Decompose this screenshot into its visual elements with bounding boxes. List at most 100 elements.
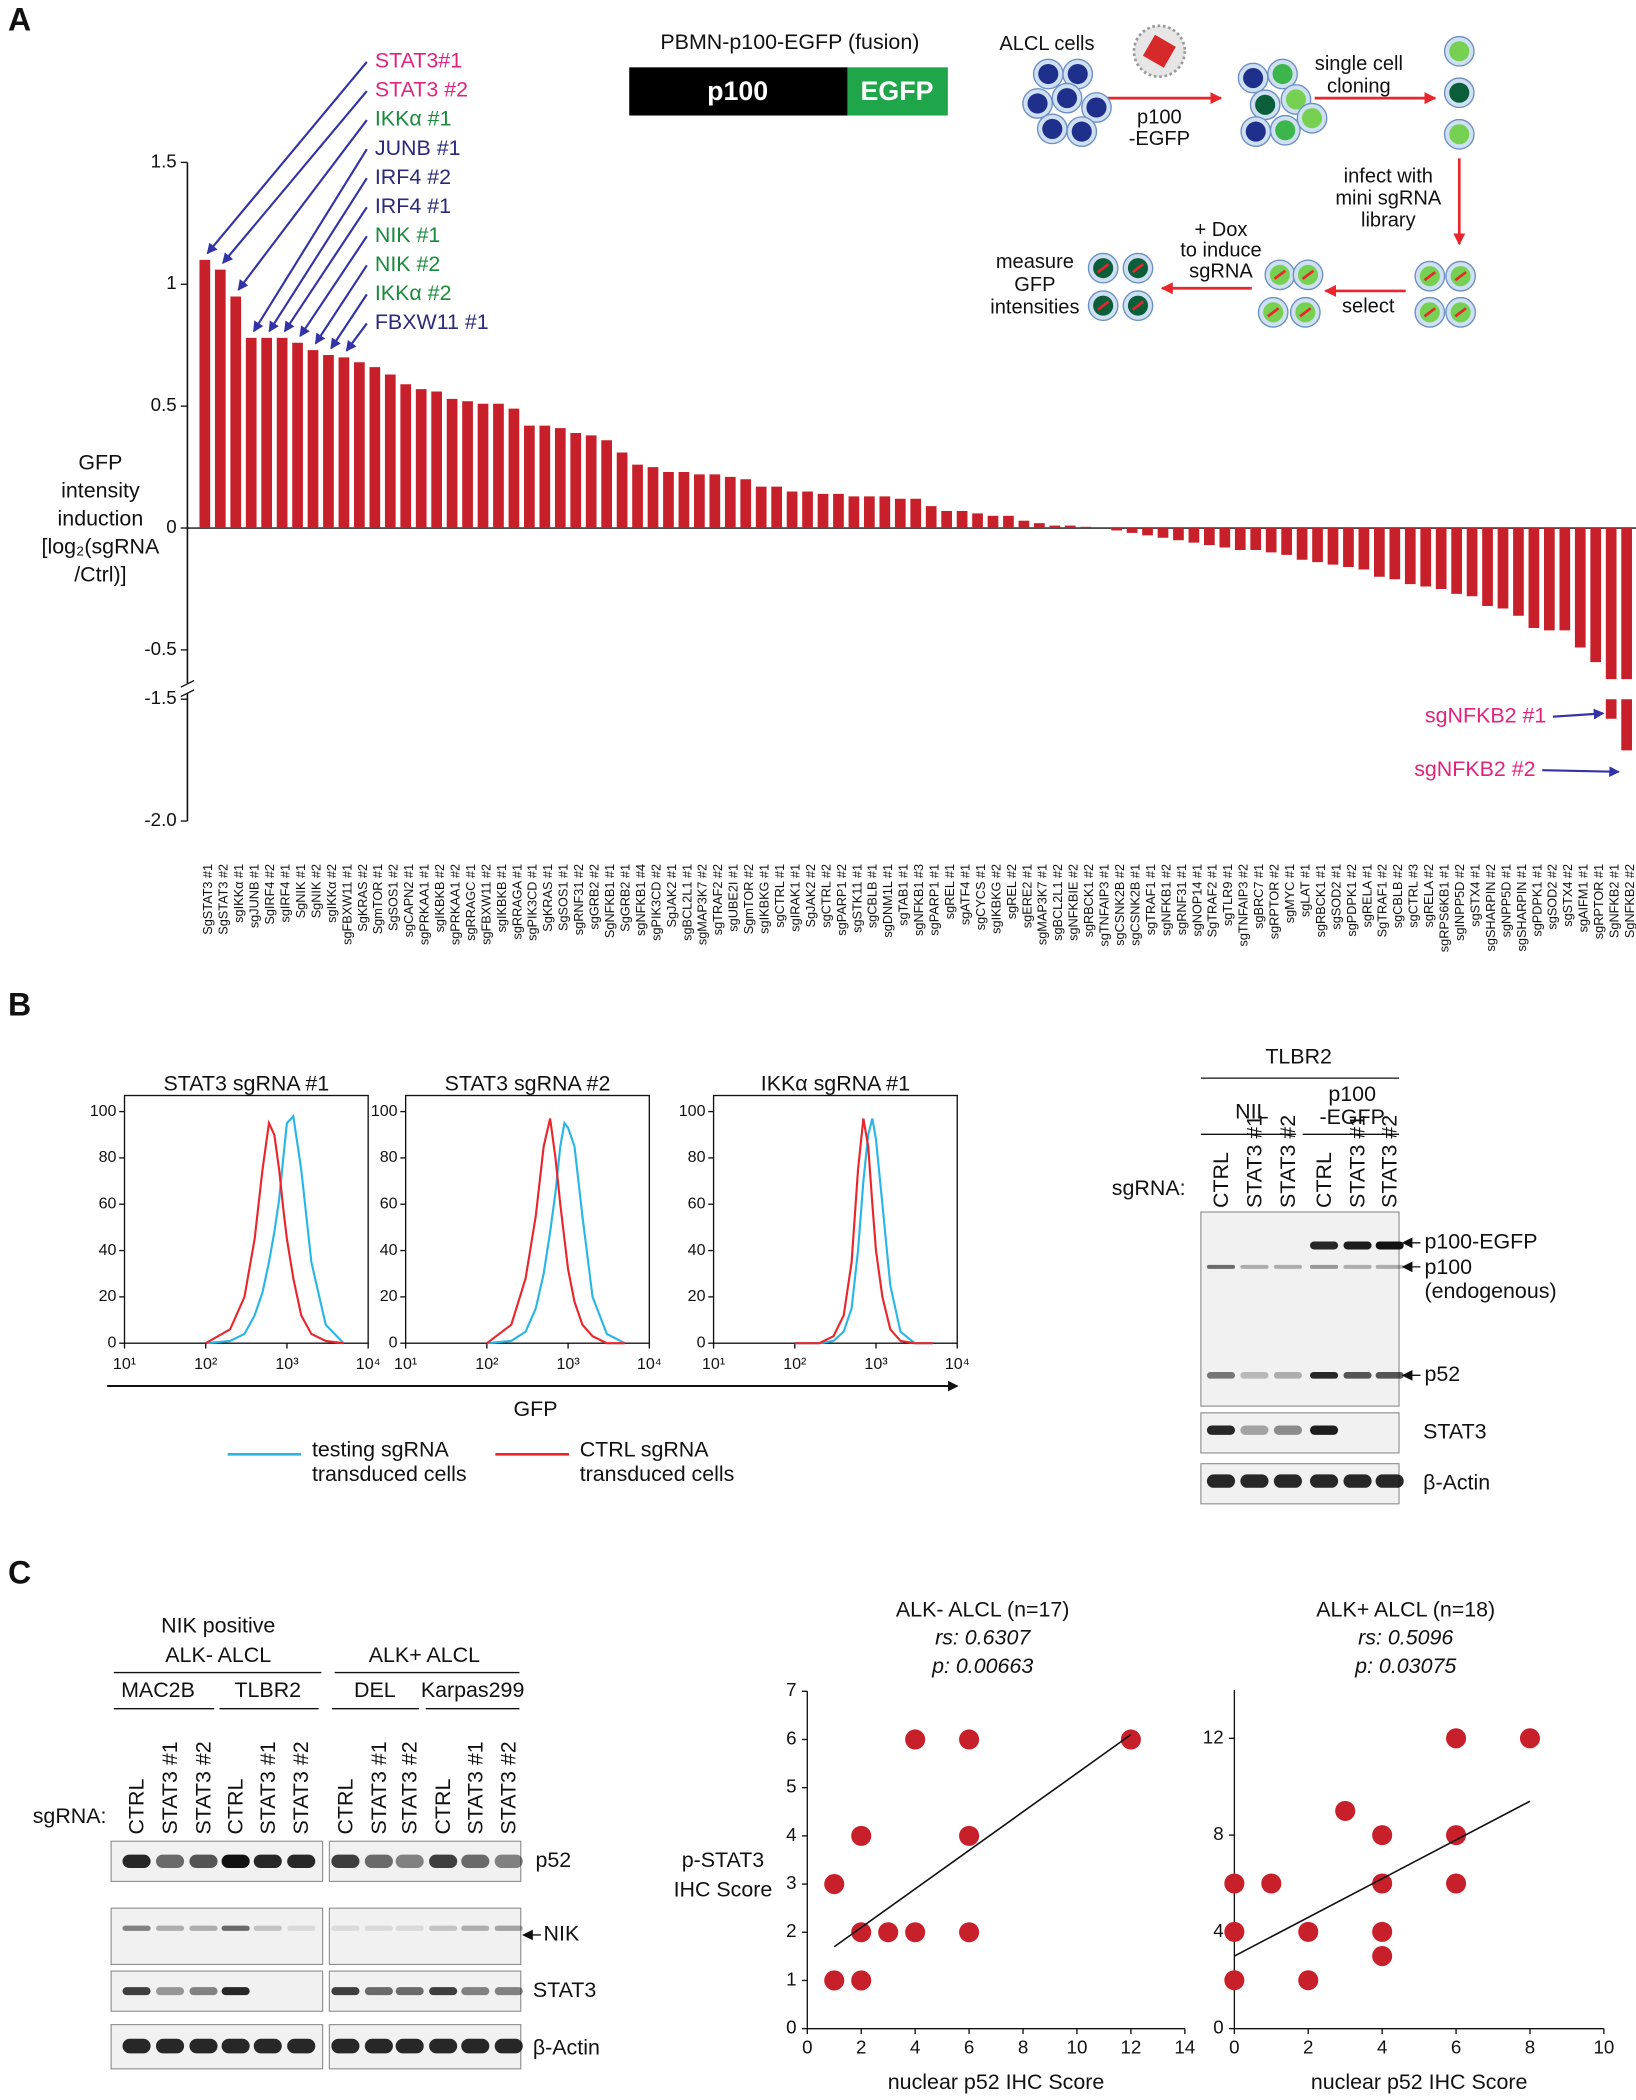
blot-band (461, 1925, 490, 1931)
construct-segment (629, 67, 848, 116)
legend-label: CTRL sgRNA transduced cells (580, 1437, 735, 1486)
sgrna-icon (1423, 307, 1436, 318)
scatter-point (959, 1922, 980, 1943)
bar (245, 337, 257, 529)
bar (925, 506, 937, 529)
y-tick-label: 80 (380, 1148, 398, 1166)
chart-subtitle: rs: 0.6307 (935, 1626, 1031, 1650)
x-tick-label: sgNFKB1 #2 (1158, 864, 1173, 936)
lane-label: STAT3 #2 (289, 1741, 313, 1834)
blot-band (1273, 1474, 1302, 1488)
blot-band (1240, 1425, 1269, 1435)
x-tick-label: sgCBLB #2 (1390, 864, 1405, 928)
cell-icon (1067, 63, 1088, 85)
x-tick-label: sgNOP14 #1 (1189, 864, 1204, 937)
cell-icon (1255, 94, 1276, 115)
histogram-line (794, 1118, 933, 1345)
blot-band (221, 2038, 250, 2054)
scatter-point (1261, 1873, 1282, 1894)
bar (1250, 528, 1262, 550)
scatter-point (1372, 1921, 1393, 1942)
bar (1590, 528, 1602, 663)
x-tick-label: sgSOD2 #1 (1328, 864, 1343, 930)
blot-band (189, 1987, 218, 1996)
blot-panel (328, 1907, 522, 1965)
step-label: + Dox (1194, 219, 1247, 241)
x-tick-label: sgDNM1L #1 (880, 864, 895, 938)
histogram-line (205, 1119, 344, 1345)
x-tick-label: sgPARP1 #2 (834, 864, 849, 936)
blot-band (287, 2038, 316, 2054)
bar (1265, 528, 1277, 553)
bar (1528, 528, 1540, 628)
x-tick-label: 2 (856, 2037, 866, 2058)
blot-band (155, 1987, 185, 1996)
blot-band (1206, 1264, 1236, 1269)
step-label: to induce (1180, 240, 1262, 262)
x-tick-label: 10² (783, 1355, 807, 1373)
x-tick-label: sgIKKα #1 (231, 864, 246, 923)
annotation: NIK #2 (375, 252, 440, 276)
x-tick-label: 10³ (556, 1355, 580, 1373)
x-tick-label: SgSTAT3 #1 (200, 864, 215, 935)
lane-label: STAT3 #2 (191, 1741, 215, 1834)
bar (1018, 520, 1030, 529)
x-tick-label: 6 (1451, 2037, 1461, 2058)
x-tick-label: sgIRAK1 #1 (787, 864, 802, 932)
bar (1559, 528, 1571, 631)
x-tick-label: sgRELA #1 (1359, 864, 1374, 928)
bar (338, 357, 350, 529)
y-tick-label: 4 (786, 1824, 796, 1845)
chart-title: STAT3 sgRNA #1 (163, 1071, 329, 1095)
bar (369, 367, 381, 529)
y-tick-label: 60 (380, 1194, 398, 1212)
blot-band (364, 1925, 393, 1931)
annotation-arrow (299, 235, 368, 338)
scatter-point (959, 1729, 980, 1750)
y-tick-label: 1 (786, 1968, 796, 1989)
x-tick-label: sgPDPK1 #1 (1529, 864, 1544, 937)
x-tick-label: 8 (1525, 2037, 1535, 2058)
x-tick-label: sgTNFAIP3 #2 (1236, 864, 1251, 947)
x-tick-label: SgNFKB1 #1 (602, 864, 617, 938)
bar (446, 398, 458, 529)
y-tick-label: 7 (786, 1679, 796, 1700)
scatter-point (1120, 1729, 1141, 1750)
x-tick-label: sgIKBKG #1 (757, 864, 772, 934)
annotation: sgNFKB2 #1 (1425, 703, 1546, 727)
x-tick-label: 2 (1303, 2037, 1313, 2058)
band-label: (endogenous) (1424, 1279, 1556, 1303)
x-tick-label: sgPRKAA1 #1 (417, 864, 432, 945)
bar (786, 491, 798, 529)
annotation-arrow (206, 61, 368, 255)
lane-label: CTRL (431, 1779, 455, 1835)
blot-band (253, 1854, 282, 1868)
group-label: NIK positive (161, 1614, 275, 1638)
y-tick-label: 0 (389, 1333, 398, 1351)
x-tick-label: 4 (910, 2037, 920, 2058)
scatter-point (1446, 1873, 1467, 1894)
chart-subtitle: p: 0.03075 (1354, 1654, 1456, 1678)
lane-label: CTRL (224, 1779, 248, 1835)
plot-frame (404, 1094, 650, 1344)
x-tick-label: sgBCL2L1 #2 (1050, 864, 1065, 941)
x-tick-label: sgTLR9 #1 (1220, 864, 1235, 926)
bar (1188, 528, 1200, 543)
bar (292, 342, 303, 529)
blot-panel (110, 1907, 324, 1965)
x-tick-label: 10² (194, 1355, 218, 1373)
scatter-point (1446, 1825, 1467, 1846)
y-tick-label: 100 (371, 1102, 398, 1120)
scatter-point (824, 1970, 845, 1991)
blot-band (331, 2038, 360, 2054)
x-tick-label: sgTAB1 #1 (896, 864, 911, 926)
x-tick-label: sgFBXW11 #1 (339, 864, 354, 945)
band-label: STAT3 (1423, 1420, 1486, 1444)
y-tick-label: 80 (99, 1148, 117, 1166)
y-tick-label: 0 (108, 1333, 117, 1351)
lane-label: STAT3 #2 (1276, 1115, 1300, 1208)
x-tick-label: sgPRKAA1 #2 (447, 864, 462, 945)
scatter-point (1372, 1825, 1393, 1846)
blot-band (461, 2038, 490, 2054)
step-label: p100 (1137, 106, 1182, 128)
